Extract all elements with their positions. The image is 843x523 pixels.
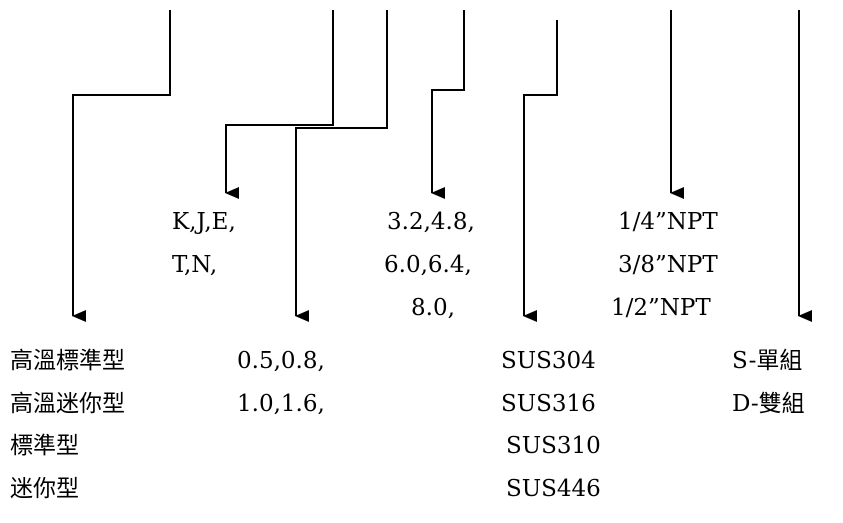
wire-diameter-arrow [295,10,388,322]
sheath-diameter-label-3: 8.0, [411,295,455,321]
material-label-4: SUS446 [506,476,601,502]
material-arrow [523,20,558,322]
type-label-4: 迷你型 [10,476,79,502]
element-count-label-2: D-雙組 [732,391,805,417]
element-count-label-1: S-單組 [732,348,803,374]
thermocouple-label-2: T,N, [172,252,218,278]
wire-diameter-label-2: 1.0,1.6, [237,391,325,417]
thread-label-3: 1/2”NPT [611,295,711,321]
material-label-3: SUS310 [506,433,601,459]
thermocouple-arrow [225,10,334,199]
type-arrow [72,10,171,322]
sheath-diameter-arrow [431,10,465,199]
thermocouple-label-1: K,J,E, [172,209,236,235]
thread-label-2: 3/8”NPT [618,252,718,278]
type-label-1: 高溫標準型 [10,348,125,374]
type-label-2: 高溫迷你型 [10,391,125,417]
type-label-3: 標準型 [10,433,79,459]
sheath-diameter-label-2: 6.0,6.4, [384,252,472,278]
sheath-diameter-label-1: 3.2,4.8, [387,209,475,235]
thread-label-1: 1/4”NPT [618,209,718,235]
material-label-1: SUS304 [501,348,596,374]
material-label-2: SUS316 [501,391,596,417]
wire-diameter-label-1: 0.5,0.8, [237,348,325,374]
